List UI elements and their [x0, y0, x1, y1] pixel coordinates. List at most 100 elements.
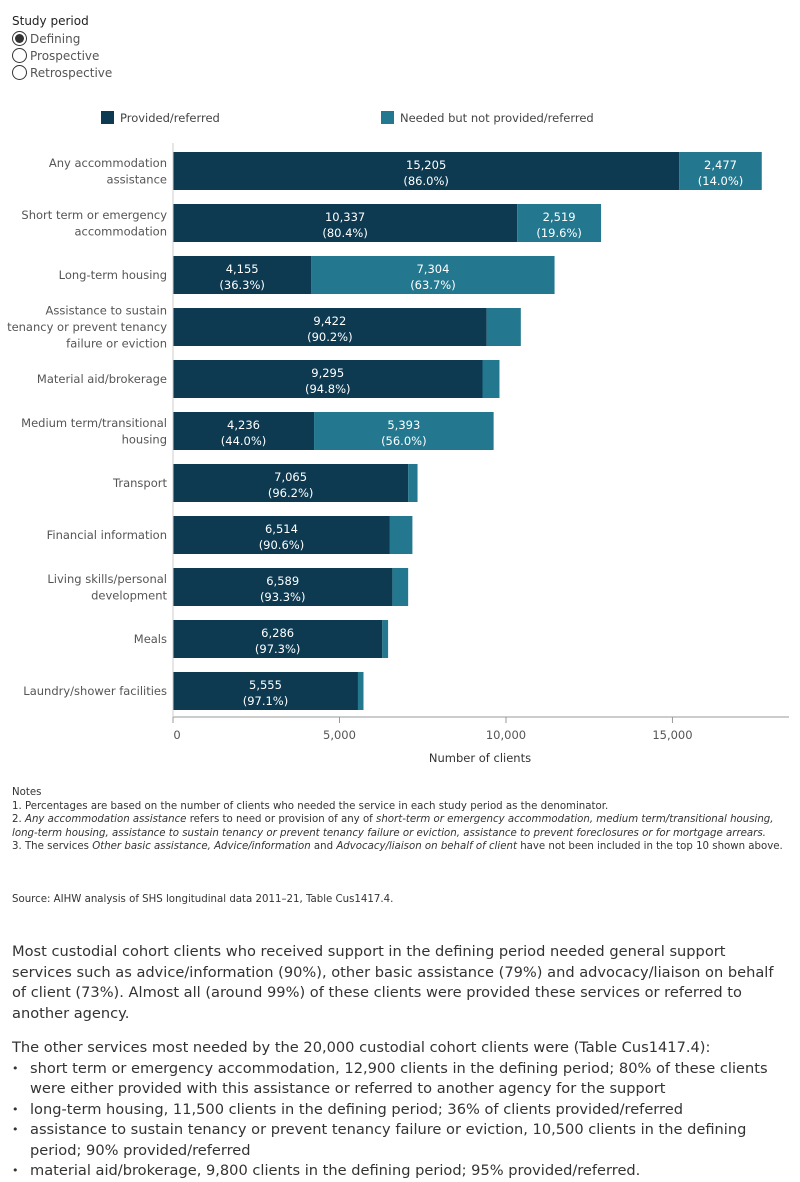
radio-option-defining[interactable]: Defining [12, 30, 112, 47]
category-label: Assistance to sustain [46, 304, 167, 318]
bar-segment-provided [173, 360, 483, 398]
bar-segment-provided [173, 516, 390, 554]
bar-segment-needed [408, 464, 418, 502]
data-label-percent: (80.4%) [322, 226, 368, 240]
legend-label: Provided/referred [120, 111, 220, 125]
note-3: 3. The services Other basic assistance, … [12, 841, 783, 853]
note-1: 1. Percentages are based on the number o… [12, 800, 609, 812]
category-label: tenancy or prevent tenancy [7, 320, 167, 334]
data-label-percent: (14.0%) [698, 174, 744, 188]
data-label-percent: (56.0%) [381, 434, 427, 448]
data-label-percent: (97.3%) [255, 642, 301, 656]
data-label-value: 2,519 [543, 210, 576, 224]
x-axis-title: Number of clients [429, 751, 531, 765]
bar-segment-needed [382, 620, 389, 658]
category-label: Financial information [47, 528, 167, 542]
bar-segment-needed [392, 568, 409, 606]
bar-segment-needed [482, 360, 500, 398]
radio-unselected-icon[interactable] [12, 48, 27, 63]
category-label: housing [122, 432, 167, 446]
x-tick-label: 5,000 [323, 728, 356, 742]
bar-segment-needed [389, 516, 413, 554]
bar-segment-needed [357, 672, 364, 710]
category-label: assistance [107, 172, 167, 186]
chart-legend: Provided/referred Needed but not provided… [101, 111, 594, 125]
data-label-value: 10,337 [325, 210, 365, 224]
paragraph-1: Most custodial cohort clients who receiv… [12, 943, 774, 1022]
body-text: Most custodial cohort clients who receiv… [12, 942, 788, 1182]
chart-source: Source: AIHW analysis of SHS longitudina… [12, 894, 394, 905]
x-axis: 0 5,000 10,000 15,000 Number of clients [172, 143, 789, 765]
radio-label-prospective[interactable]: Prospective [30, 48, 100, 63]
category-label: Any accommodation [49, 156, 167, 170]
data-label-value: 6,589 [266, 574, 299, 588]
category-label: Material aid/brokerage [37, 372, 167, 386]
stacked-bar-chart: Provided/referred Needed but not provided… [7, 111, 789, 765]
study-period-title: Study period [12, 14, 89, 28]
data-label-percent: (86.0%) [403, 174, 449, 188]
data-label-percent: (90.6%) [259, 538, 305, 552]
bullet-item: assistance to sustain tenancy or prevent… [12, 1120, 788, 1161]
data-label-percent: (97.1%) [243, 694, 289, 708]
radio-option-prospective[interactable]: Prospective [12, 47, 112, 64]
category-label: Meals [134, 632, 167, 646]
data-label-value: 5,555 [249, 678, 282, 692]
category-label: Short term or emergency [21, 208, 167, 222]
data-label-percent: (94.8%) [305, 382, 351, 396]
bar-segment-needed [486, 308, 521, 346]
data-label-value: 4,155 [226, 262, 259, 276]
legend-swatch [101, 111, 114, 124]
legend-swatch [381, 111, 394, 124]
bullet-item: long-term housing, 11,500 clients in the… [12, 1100, 788, 1121]
legend-label: Needed but not provided/referred [400, 111, 594, 125]
bar-segment-needed [311, 256, 555, 294]
category-label: failure or eviction [66, 337, 167, 351]
data-label-percent: (36.3%) [219, 278, 265, 292]
data-label-value: 2,477 [704, 158, 737, 172]
category-label: Living skills/personal [47, 572, 167, 586]
data-label-percent: (63.7%) [410, 278, 456, 292]
data-label-value: 9,422 [313, 314, 346, 328]
radio-label-retrospective[interactable]: Retrospective [30, 65, 113, 80]
data-label-value: 6,514 [265, 522, 298, 536]
x-tick-label: 10,000 [486, 728, 526, 742]
bar-segment-provided [173, 204, 518, 242]
chart-bars: Any accommodation assistance 15,205 (86.0%)… [7, 152, 762, 710]
data-label-value: 6,286 [261, 626, 294, 640]
bar-segment-needed [517, 204, 602, 242]
bar-segment-needed [679, 152, 762, 190]
data-label-value: 5,393 [387, 418, 420, 432]
data-label-percent: (19.6%) [536, 226, 582, 240]
data-label-percent: (96.2%) [268, 486, 314, 500]
chart-notes: Notes 1. Percentages are based on the nu… [12, 786, 792, 854]
bar-segment-provided [173, 412, 315, 450]
bar-segment-provided [173, 256, 312, 294]
bullet-list: short term or emergency accommodation, 1… [12, 1059, 788, 1182]
bar-segment-needed [314, 412, 494, 450]
paragraph-2: The other services most needed by the 20… [12, 1039, 711, 1056]
data-label-value: 15,205 [406, 158, 446, 172]
bar-segment-provided [173, 464, 409, 502]
data-label-percent: (90.2%) [307, 330, 353, 344]
data-label-value: 4,236 [227, 418, 260, 432]
data-label-value: 7,304 [416, 262, 449, 276]
data-label-percent: (93.3%) [260, 590, 306, 604]
bar-segment-provided [173, 568, 393, 606]
bar-segment-provided [173, 620, 383, 658]
data-label-value: 7,065 [274, 470, 307, 484]
bar-segment-provided [173, 672, 358, 710]
note-2: 2. Any accommodation assistance refers t… [12, 814, 774, 839]
bar-segment-provided [173, 152, 680, 190]
radio-selected-icon[interactable] [12, 31, 27, 46]
data-label-value: 9,295 [311, 366, 344, 380]
bar-segment-provided [173, 308, 487, 346]
study-period-filter: Study period Defining Prospective Retros… [12, 14, 112, 81]
category-label: accommodation [74, 224, 167, 238]
radio-option-retrospective[interactable]: Retrospective [12, 64, 112, 81]
x-tick-label: 15,000 [652, 728, 692, 742]
category-label: Long-term housing [59, 268, 167, 282]
notes-heading: Notes [12, 787, 42, 798]
radio-label-defining[interactable]: Defining [30, 31, 81, 46]
category-label: Laundry/shower facilities [23, 684, 167, 698]
radio-unselected-icon[interactable] [12, 65, 27, 80]
